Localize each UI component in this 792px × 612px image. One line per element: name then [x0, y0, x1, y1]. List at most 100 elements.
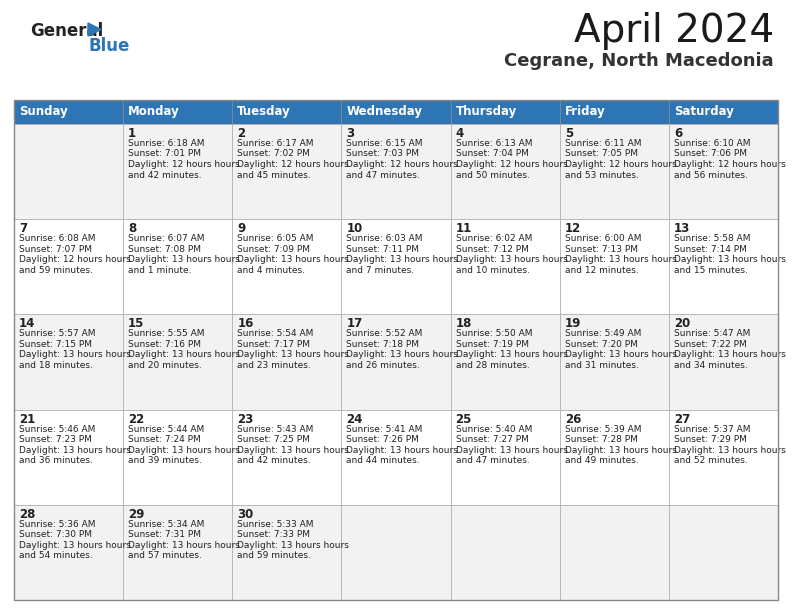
Text: Daylight: 13 hours hours: Daylight: 13 hours hours	[674, 255, 786, 264]
Bar	[560, 100, 669, 124]
Text: Daylight: 13 hours hours: Daylight: 13 hours hours	[455, 351, 567, 359]
Text: 23: 23	[238, 412, 253, 425]
Bar	[341, 219, 451, 315]
Bar	[669, 409, 778, 505]
Text: Sunrise: 5:34 AM: Sunrise: 5:34 AM	[128, 520, 204, 529]
Text: 28: 28	[19, 508, 36, 521]
Bar	[451, 219, 560, 315]
Text: and 26 minutes.: and 26 minutes.	[346, 361, 421, 370]
Text: Sunrise: 5:57 AM: Sunrise: 5:57 AM	[19, 329, 96, 338]
Text: Sunrise: 6:00 AM: Sunrise: 6:00 AM	[565, 234, 642, 243]
Text: and 31 minutes.: and 31 minutes.	[565, 361, 638, 370]
Text: Sunset: 7:20 PM: Sunset: 7:20 PM	[565, 340, 638, 349]
Bar	[232, 409, 341, 505]
Text: Blue: Blue	[88, 37, 129, 55]
Text: Daylight: 13 hours hours: Daylight: 13 hours hours	[238, 446, 349, 455]
Text: Daylight: 12 hours hours: Daylight: 12 hours hours	[346, 160, 459, 169]
Text: Sunrise: 5:44 AM: Sunrise: 5:44 AM	[128, 425, 204, 433]
Text: Sunrise: 5:47 AM: Sunrise: 5:47 AM	[674, 329, 750, 338]
Text: Sunrise: 5:37 AM: Sunrise: 5:37 AM	[674, 425, 750, 433]
Text: 18: 18	[455, 318, 472, 330]
Bar	[669, 124, 778, 219]
Text: 3: 3	[346, 127, 355, 140]
Text: Sunset: 7:02 PM: Sunset: 7:02 PM	[238, 149, 310, 159]
Text: and 28 minutes.: and 28 minutes.	[455, 361, 529, 370]
Text: Sunset: 7:05 PM: Sunset: 7:05 PM	[565, 149, 638, 159]
Text: 5: 5	[565, 127, 573, 140]
Text: Daylight: 13 hours hours: Daylight: 13 hours hours	[674, 446, 786, 455]
Text: 1: 1	[128, 127, 136, 140]
Text: Sunset: 7:09 PM: Sunset: 7:09 PM	[238, 245, 310, 254]
Bar	[560, 219, 669, 315]
Text: Sunrise: 5:39 AM: Sunrise: 5:39 AM	[565, 425, 642, 433]
Text: Daylight: 13 hours hours: Daylight: 13 hours hours	[565, 351, 676, 359]
Text: Sunrise: 5:33 AM: Sunrise: 5:33 AM	[238, 520, 314, 529]
Text: and 57 minutes.: and 57 minutes.	[128, 551, 202, 561]
Text: 19: 19	[565, 318, 581, 330]
Text: Daylight: 12 hours hours: Daylight: 12 hours hours	[19, 255, 131, 264]
Bar	[669, 219, 778, 315]
Text: 4: 4	[455, 127, 464, 140]
Text: and 1 minute.: and 1 minute.	[128, 266, 192, 275]
Text: Sunrise: 5:50 AM: Sunrise: 5:50 AM	[455, 329, 532, 338]
Text: and 56 minutes.: and 56 minutes.	[674, 171, 748, 179]
Text: and 49 minutes.: and 49 minutes.	[565, 456, 638, 465]
Bar	[123, 315, 232, 409]
Text: and 47 minutes.: and 47 minutes.	[455, 456, 529, 465]
Text: Saturday: Saturday	[674, 105, 733, 119]
Text: Sunset: 7:15 PM: Sunset: 7:15 PM	[19, 340, 92, 349]
Text: Daylight: 13 hours hours: Daylight: 13 hours hours	[455, 446, 567, 455]
Text: Sunrise: 5:41 AM: Sunrise: 5:41 AM	[346, 425, 423, 433]
Text: and 34 minutes.: and 34 minutes.	[674, 361, 748, 370]
Bar	[451, 409, 560, 505]
Bar	[123, 219, 232, 315]
Text: Daylight: 12 hours hours: Daylight: 12 hours hours	[565, 160, 676, 169]
Bar	[341, 505, 451, 600]
Bar	[123, 409, 232, 505]
Bar	[14, 505, 123, 600]
Text: and 44 minutes.: and 44 minutes.	[346, 456, 420, 465]
Bar	[560, 409, 669, 505]
Bar	[669, 505, 778, 600]
Text: 24: 24	[346, 412, 363, 425]
Bar	[560, 124, 669, 219]
Text: 7: 7	[19, 222, 27, 235]
Text: Cegrane, North Macedonia: Cegrane, North Macedonia	[505, 52, 774, 70]
Text: 30: 30	[238, 508, 253, 521]
Text: Daylight: 13 hours hours: Daylight: 13 hours hours	[19, 541, 131, 550]
Text: Sunrise: 5:43 AM: Sunrise: 5:43 AM	[238, 425, 314, 433]
Text: Sunset: 7:19 PM: Sunset: 7:19 PM	[455, 340, 528, 349]
Text: Daylight: 13 hours hours: Daylight: 13 hours hours	[128, 446, 240, 455]
Bar	[123, 505, 232, 600]
Text: 11: 11	[455, 222, 472, 235]
Text: and 4 minutes.: and 4 minutes.	[238, 266, 305, 275]
Text: and 59 minutes.: and 59 minutes.	[19, 266, 93, 275]
Text: Daylight: 13 hours hours: Daylight: 13 hours hours	[238, 255, 349, 264]
Bar	[669, 315, 778, 409]
Text: Sunset: 7:30 PM: Sunset: 7:30 PM	[19, 531, 92, 539]
Text: and 36 minutes.: and 36 minutes.	[19, 456, 93, 465]
Bar	[232, 124, 341, 219]
Text: 29: 29	[128, 508, 144, 521]
Text: Sunset: 7:25 PM: Sunset: 7:25 PM	[238, 435, 310, 444]
Bar	[14, 100, 778, 600]
Text: and 23 minutes.: and 23 minutes.	[238, 361, 311, 370]
Text: 27: 27	[674, 412, 690, 425]
Text: 6: 6	[674, 127, 682, 140]
Text: 9: 9	[238, 222, 246, 235]
Text: Sunset: 7:26 PM: Sunset: 7:26 PM	[346, 435, 419, 444]
Text: Sunrise: 6:07 AM: Sunrise: 6:07 AM	[128, 234, 204, 243]
Bar	[560, 505, 669, 600]
Text: 17: 17	[346, 318, 363, 330]
Text: Sunset: 7:08 PM: Sunset: 7:08 PM	[128, 245, 201, 254]
Text: Sunrise: 5:55 AM: Sunrise: 5:55 AM	[128, 329, 204, 338]
Text: Daylight: 13 hours hours: Daylight: 13 hours hours	[346, 351, 459, 359]
Text: Daylight: 13 hours hours: Daylight: 13 hours hours	[455, 255, 567, 264]
Text: and 10 minutes.: and 10 minutes.	[455, 266, 529, 275]
Bar	[341, 409, 451, 505]
Text: Daylight: 13 hours hours: Daylight: 13 hours hours	[19, 446, 131, 455]
Text: Sunrise: 6:13 AM: Sunrise: 6:13 AM	[455, 139, 532, 148]
Text: and 39 minutes.: and 39 minutes.	[128, 456, 202, 465]
Text: 13: 13	[674, 222, 690, 235]
Text: Sunrise: 5:54 AM: Sunrise: 5:54 AM	[238, 329, 314, 338]
